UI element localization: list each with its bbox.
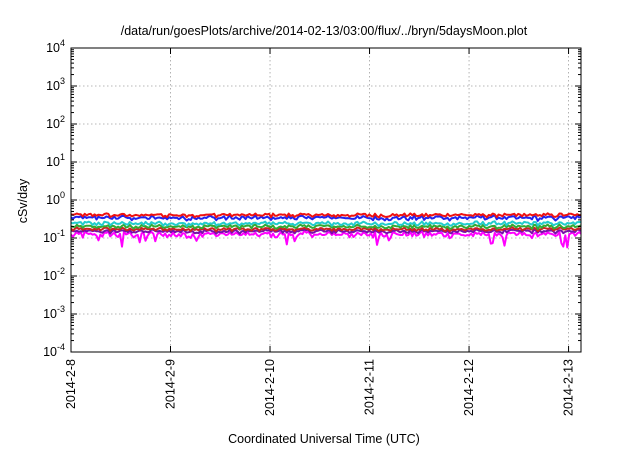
chart-title: /data/run/goesPlots/archive/2014-02-13/0… bbox=[121, 24, 528, 38]
data-series-line bbox=[70, 214, 582, 222]
x-axis-label: Coordinated Universal Time (UTC) bbox=[228, 432, 420, 446]
y-tick-label: 103 bbox=[46, 76, 65, 93]
data-series-line bbox=[70, 226, 582, 233]
y-tick-label: 10-1 bbox=[43, 228, 65, 245]
grid-lines bbox=[71, 48, 581, 352]
x-tick-label: 2014-2-10 bbox=[263, 359, 277, 416]
y-tick-label: 10-3 bbox=[43, 304, 65, 321]
data-series bbox=[70, 212, 582, 249]
x-tick-label: 2014-2-13 bbox=[562, 359, 576, 416]
x-tick-label: 2014-2-12 bbox=[462, 359, 476, 416]
x-tick-label: 2014-2-9 bbox=[164, 359, 178, 409]
data-series-line bbox=[70, 220, 582, 228]
y-tick-label: 101 bbox=[46, 152, 65, 169]
y-tick-label: 10-2 bbox=[43, 266, 65, 283]
y-axis: 10-4 10-3 10-2 10-1 100 101 102 103 104 bbox=[43, 38, 581, 359]
data-series-line bbox=[70, 229, 582, 249]
x-axis: 2014-2-8 2014-2-9 2014-2-10 2014-2-11 2014-2… bbox=[64, 48, 576, 416]
data-series-line bbox=[70, 228, 582, 235]
y-tick-label: 102 bbox=[46, 114, 65, 131]
y-tick-label: 100 bbox=[46, 190, 65, 207]
data-series-line bbox=[70, 223, 582, 231]
y-tick-label: 10-4 bbox=[43, 342, 65, 359]
y-tick-label: 104 bbox=[46, 38, 65, 55]
x-tick-label: 2014-2-8 bbox=[64, 359, 78, 409]
y-axis-label: cSv/day bbox=[16, 178, 30, 223]
x-tick-label: 2014-2-11 bbox=[363, 359, 377, 415]
data-series-line bbox=[70, 212, 582, 219]
